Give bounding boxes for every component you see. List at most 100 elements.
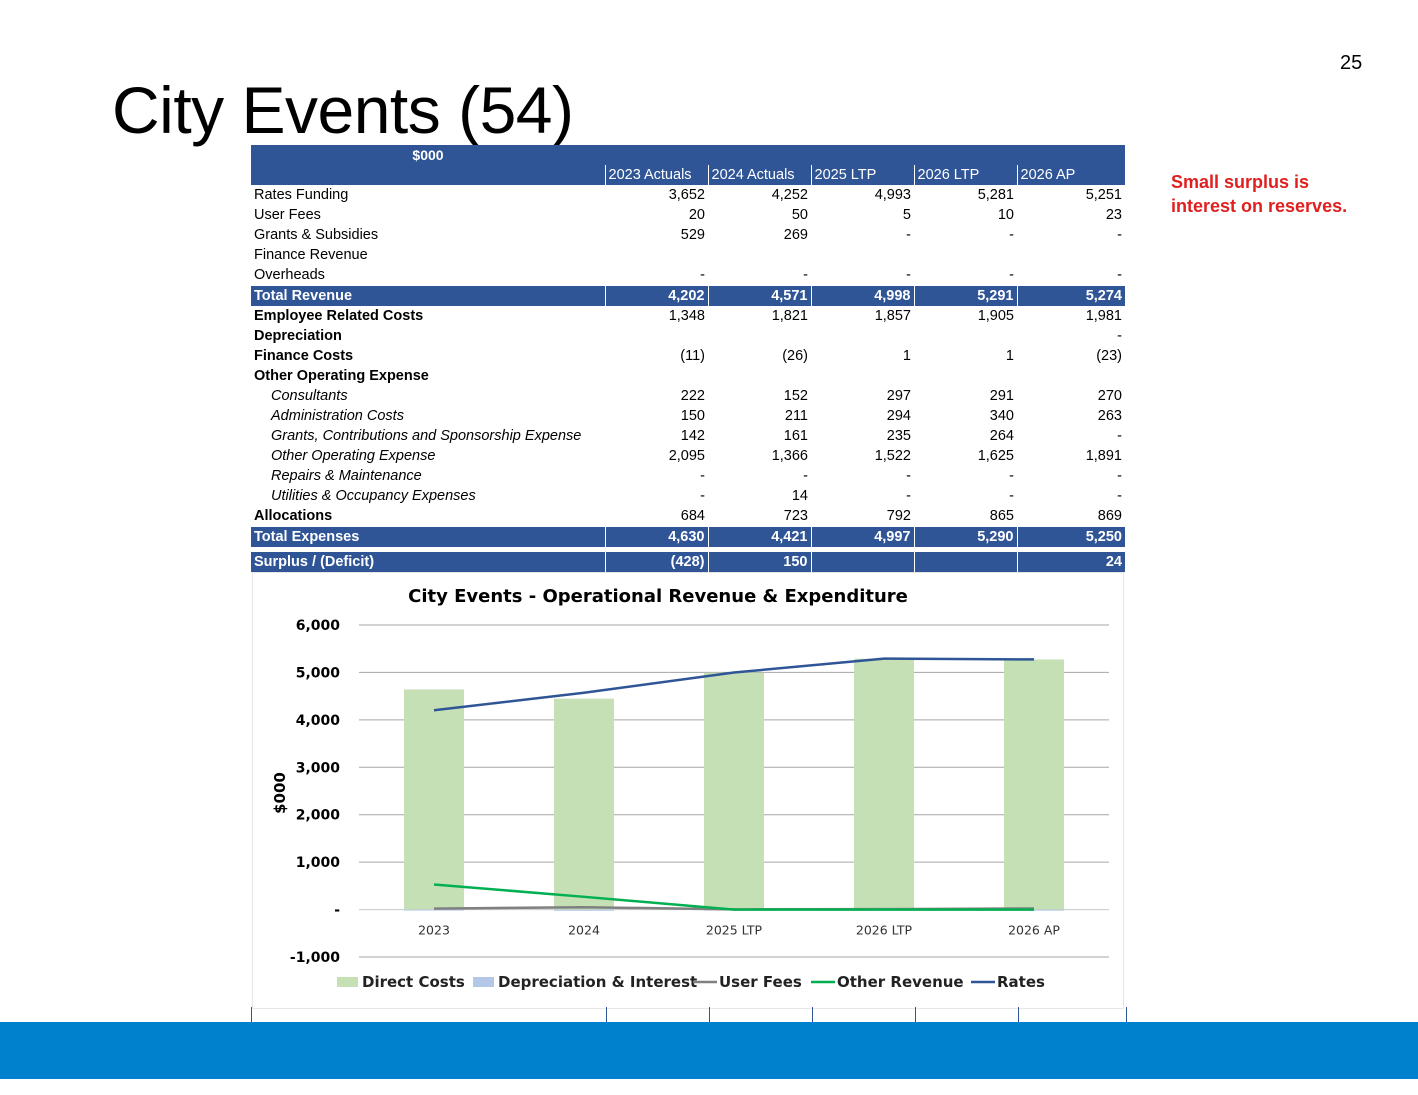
row-value (708, 366, 811, 386)
legend-label: User Fees (719, 973, 802, 991)
row-value: - (1117, 328, 1122, 344)
slide-title: City Events (54) (112, 73, 574, 147)
table-row: Repairs & Maintenance - - - - - (251, 466, 1125, 486)
row-value (913, 551, 1017, 572)
row-value: 24 (1016, 551, 1125, 572)
row-value: 1,348 (668, 308, 705, 324)
row-value: - (1009, 267, 1014, 283)
axis-labels: -1,000-1,0002,0003,0004,0005,0006,000202… (290, 618, 1060, 966)
row-value: 4,571 (707, 285, 811, 306)
bar-direct-costs (1004, 659, 1064, 910)
row-value: - (1009, 488, 1014, 504)
row-value: - (906, 227, 911, 243)
series-lines (433, 657, 1035, 911)
row-value (810, 551, 914, 572)
row-value (605, 245, 708, 265)
y-axis-label: $000 (271, 772, 289, 814)
row-value: - (1117, 227, 1122, 243)
row-value: 235 (886, 428, 911, 444)
row-value: (11) (680, 348, 705, 364)
row-value: - (700, 468, 705, 484)
row-value: 684 (680, 508, 705, 524)
table-row: Allocations 684 723 792 865 869 (251, 506, 1125, 527)
table-row: Overheads - - - - - (251, 265, 1125, 286)
row-value: 1 (1005, 348, 1014, 364)
row-label: Total Revenue (251, 285, 605, 306)
row-value: 2,095 (668, 448, 705, 464)
row-label: Administration Costs (271, 408, 404, 424)
surplus-row: Surplus / (Deficit) (428) 150 24 (251, 551, 1125, 572)
legend-swatch (337, 977, 358, 987)
row-label: Surplus / (Deficit) (251, 551, 605, 572)
table-row: User Fees 20 50 5 10 23 (251, 205, 1125, 225)
column-header: 2025 LTP (810, 165, 914, 185)
row-value: 150 (680, 408, 705, 424)
row-value: 340 (989, 408, 1014, 424)
row-value: 20 (688, 207, 705, 223)
row-value: 4,202 (604, 285, 708, 306)
row-value: 5,250 (1016, 526, 1125, 547)
y-tick-label: -1,000 (290, 950, 340, 966)
table-row: Administration Costs 150 211 294 340 263 (251, 406, 1125, 426)
row-value: 152 (783, 388, 808, 404)
row-value: 150 (707, 551, 811, 572)
row-value: 270 (1097, 388, 1122, 404)
row-value (914, 366, 1017, 386)
row-value: 1,366 (771, 448, 808, 464)
row-value: 297 (886, 388, 911, 404)
row-value: 1,981 (1085, 308, 1122, 324)
table-row: Employee Related Costs 1,348 1,821 1,857 1,9… (251, 306, 1125, 326)
column-header: 2026 AP (1016, 165, 1125, 185)
row-value: 5,291 (913, 285, 1017, 306)
row-value: - (1117, 468, 1122, 484)
table-row: Depreciation - (251, 326, 1125, 346)
y-tick-label: - (334, 903, 340, 919)
row-label: Allocations (254, 508, 333, 524)
y-tick-label: 3,000 (296, 760, 341, 776)
y-tick-label: 6,000 (296, 618, 341, 634)
row-value (605, 326, 708, 346)
row-value: 264 (989, 428, 1014, 444)
row-value: 1,821 (771, 308, 808, 324)
row-value (811, 366, 914, 386)
row-value: - (1117, 428, 1122, 444)
row-value: - (1009, 227, 1014, 243)
x-tick-label: 2026 AP (1008, 923, 1060, 938)
row-value: (428) (604, 551, 708, 572)
legend-label: Other Revenue (837, 973, 964, 991)
row-value: 14 (791, 488, 808, 504)
row-value: 1,522 (874, 448, 911, 464)
table-unit-header: $000 (251, 145, 1125, 165)
table-row: Finance Revenue (251, 245, 1125, 265)
row-value: 5,274 (1016, 285, 1125, 306)
row-value: 865 (989, 508, 1014, 524)
row-value: 869 (1097, 508, 1122, 524)
row-label: Other Operating Expense (254, 368, 429, 384)
row-value (914, 245, 1017, 265)
row-value: 50 (791, 207, 808, 223)
unit-label: $000 (251, 145, 605, 165)
financial-table: $000 2023 Actuals 2024 Actuals 2025 LTP … (251, 145, 1125, 572)
y-tick-label: 5,000 (296, 665, 341, 681)
bar-direct-costs (554, 698, 614, 910)
footer-band (0, 1022, 1418, 1079)
row-value: 529 (680, 227, 705, 243)
y-tick-label: 1,000 (296, 855, 341, 871)
row-label: Finance Revenue (254, 247, 368, 263)
column-header: 2026 LTP (913, 165, 1017, 185)
table-row: Finance Costs (11) (26) 1 1 (23) (251, 346, 1125, 366)
row-value: 211 (784, 408, 808, 424)
row-value: 263 (1097, 408, 1122, 424)
row-value: 294 (886, 408, 911, 424)
row-label: Grants & Subsidies (254, 227, 379, 243)
row-label: Utilities & Occupancy Expenses (271, 488, 476, 504)
row-value: - (700, 267, 705, 283)
row-value: - (1117, 488, 1122, 504)
row-value: - (906, 488, 911, 504)
chart-title: City Events - Operational Revenue & Expe… (408, 586, 908, 607)
row-value: 142 (680, 428, 705, 444)
row-value: - (803, 468, 808, 484)
row-value: - (1009, 468, 1014, 484)
x-tick-label: 2023 (418, 923, 450, 938)
row-value: 269 (783, 227, 808, 243)
